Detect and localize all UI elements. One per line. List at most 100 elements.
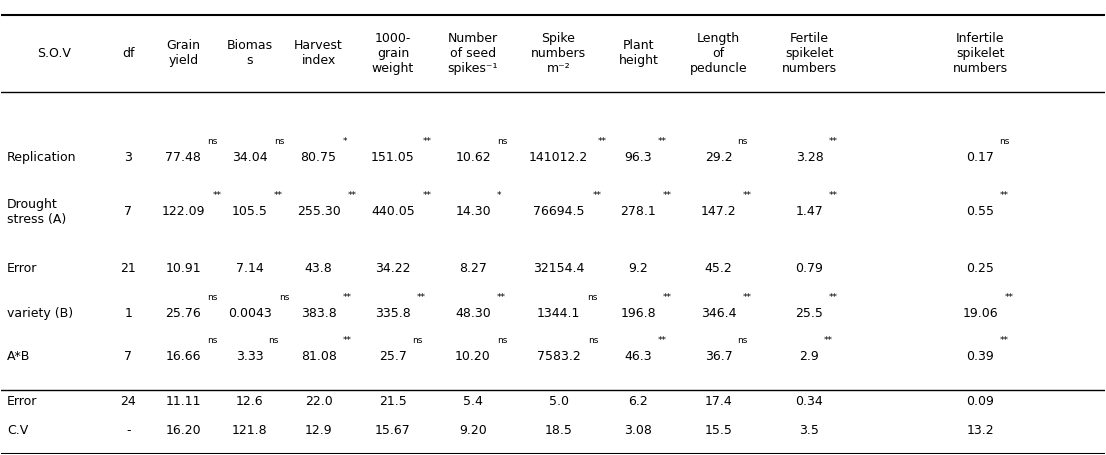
Text: 1000-
grain
weight: 1000- grain weight	[372, 32, 414, 75]
Text: 16.20: 16.20	[166, 425, 201, 438]
Text: 21.5: 21.5	[379, 395, 407, 408]
Text: ns: ns	[207, 336, 218, 345]
Text: 25.7: 25.7	[379, 350, 407, 363]
Text: Error: Error	[7, 395, 38, 408]
Text: ns: ns	[1000, 137, 1010, 146]
Text: **: **	[343, 293, 352, 302]
Text: 1: 1	[124, 307, 133, 320]
Text: **: **	[1000, 192, 1009, 200]
Text: 141012.2: 141012.2	[529, 151, 588, 164]
Text: *: *	[497, 192, 501, 200]
Text: 36.7: 36.7	[705, 350, 732, 363]
Text: **: **	[828, 293, 837, 302]
Text: 14.30: 14.30	[456, 205, 491, 218]
Text: 21: 21	[121, 262, 136, 275]
Text: **: **	[497, 293, 507, 302]
Text: 3.5: 3.5	[800, 425, 820, 438]
Text: **: **	[274, 192, 283, 200]
Text: **: **	[662, 293, 671, 302]
Text: Fertile
spikelet
numbers: Fertile spikelet numbers	[782, 32, 837, 75]
Text: 80.75: 80.75	[301, 151, 336, 164]
Text: 1344.1: 1344.1	[536, 307, 581, 320]
Text: 48.30: 48.30	[456, 307, 491, 320]
Text: Drought
stress (A): Drought stress (A)	[7, 197, 66, 226]
Text: 19.06: 19.06	[962, 307, 999, 320]
Text: 196.8: 196.8	[620, 307, 656, 320]
Text: 6.2: 6.2	[628, 395, 648, 408]
Text: 1.47: 1.47	[795, 205, 823, 218]
Text: 11.11: 11.11	[166, 395, 201, 408]
Text: ns: ns	[497, 137, 508, 146]
Text: **: **	[1004, 293, 1013, 302]
Text: 15.5: 15.5	[705, 425, 732, 438]
Text: ns: ns	[587, 293, 598, 302]
Text: 7: 7	[124, 205, 133, 218]
Text: **: **	[657, 336, 667, 345]
Text: 45.2: 45.2	[705, 262, 732, 275]
Text: 34.22: 34.22	[375, 262, 410, 275]
Text: 16.66: 16.66	[166, 350, 201, 363]
Text: **: **	[657, 137, 667, 146]
Text: **: **	[343, 336, 352, 345]
Text: S.O.V: S.O.V	[36, 47, 71, 60]
Text: Length
of
peduncle: Length of peduncle	[690, 32, 748, 75]
Text: **: **	[742, 293, 751, 302]
Text: **: **	[593, 192, 602, 200]
Text: 0.25: 0.25	[967, 262, 994, 275]
Text: ns: ns	[738, 137, 748, 146]
Text: 151.05: 151.05	[372, 151, 415, 164]
Text: 15.67: 15.67	[375, 425, 411, 438]
Text: ns: ns	[269, 336, 279, 345]
Text: Replication: Replication	[7, 151, 76, 164]
Text: 96.3: 96.3	[625, 151, 653, 164]
Text: 25.76: 25.76	[166, 307, 201, 320]
Text: Plant
height: Plant height	[618, 40, 658, 67]
Text: 25.5: 25.5	[795, 307, 824, 320]
Text: 0.0043: 0.0043	[228, 307, 271, 320]
Text: 13.2: 13.2	[967, 425, 994, 438]
Text: 43.8: 43.8	[304, 262, 333, 275]
Text: 12.6: 12.6	[236, 395, 263, 408]
Text: 278.1: 278.1	[620, 205, 656, 218]
Text: 0.09: 0.09	[967, 395, 994, 408]
Text: **: **	[823, 336, 833, 345]
Text: 147.2: 147.2	[701, 205, 737, 218]
Text: df: df	[122, 47, 135, 60]
Text: 18.5: 18.5	[544, 425, 573, 438]
Text: **: **	[422, 192, 431, 200]
Text: 81.08: 81.08	[301, 350, 336, 363]
Text: 17.4: 17.4	[705, 395, 732, 408]
Text: 8.27: 8.27	[459, 262, 487, 275]
Text: **: **	[417, 293, 426, 302]
Text: 12.9: 12.9	[305, 425, 333, 438]
Text: *: *	[343, 137, 347, 146]
Text: -: -	[126, 425, 131, 438]
Text: variety (B): variety (B)	[7, 307, 73, 320]
Text: ns: ns	[587, 336, 598, 345]
Text: C.V: C.V	[7, 425, 28, 438]
Text: 255.30: 255.30	[296, 205, 341, 218]
Text: **: **	[422, 137, 431, 146]
Text: 5.4: 5.4	[463, 395, 483, 408]
Text: 2.9: 2.9	[800, 350, 820, 363]
Text: 3.33: 3.33	[236, 350, 263, 363]
Text: ns: ns	[413, 336, 422, 345]
Text: 10.20: 10.20	[456, 350, 491, 363]
Text: **: **	[828, 192, 837, 200]
Text: ns: ns	[273, 137, 284, 146]
Text: Error: Error	[7, 262, 38, 275]
Text: 76694.5: 76694.5	[533, 205, 584, 218]
Text: ns: ns	[279, 293, 290, 302]
Text: 10.62: 10.62	[456, 151, 491, 164]
Text: ns: ns	[738, 336, 748, 345]
Text: 24: 24	[121, 395, 136, 408]
Text: Harvest
index: Harvest index	[294, 40, 343, 67]
Text: A*B: A*B	[7, 350, 30, 363]
Text: 440.05: 440.05	[372, 205, 415, 218]
Text: 9.2: 9.2	[628, 262, 648, 275]
Text: **: **	[742, 192, 751, 200]
Text: 77.48: 77.48	[166, 151, 201, 164]
Text: 121.8: 121.8	[232, 425, 268, 438]
Text: **: **	[828, 137, 837, 146]
Text: 10.91: 10.91	[166, 262, 201, 275]
